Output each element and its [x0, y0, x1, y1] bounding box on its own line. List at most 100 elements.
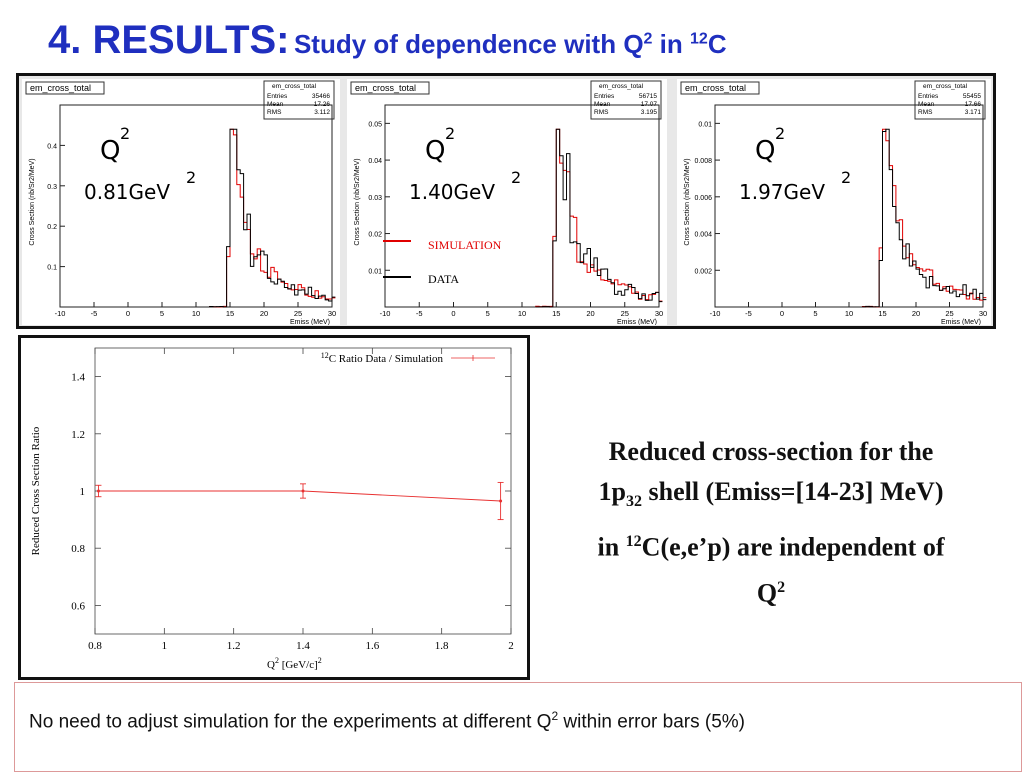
x-axis-label: Emiss (MeV): [617, 319, 657, 325]
simulation-legend-line: [383, 240, 411, 242]
conclusion-line-1: Reduced cross-section for the: [536, 432, 1006, 472]
y-tick-label: 0.01: [698, 121, 712, 128]
x-tick-label: 15: [552, 309, 560, 318]
x-tick-label: -5: [416, 309, 423, 318]
simulation-histogram: [536, 129, 663, 307]
histogram-panel-1: em_cross_total em_cross_total Entries 35466…: [22, 79, 340, 325]
title-sub: Study of dependence with Q2 in 12C: [294, 29, 727, 59]
q2-value-sup: 2: [186, 168, 196, 187]
histogram-plot-2: em_cross_total em_cross_total Entries 56715…: [347, 79, 667, 325]
ratio-chart: 0.8 1 1.2 1.4 1.6 1.8 2 0.6 0.8 1 1.2 1.4 Q2 [GeV/c]…: [21, 338, 527, 677]
x-tick-label: 20: [586, 309, 594, 318]
conclusion-line-3-sup: 12: [626, 533, 642, 550]
y-tick-label: 0.004: [694, 232, 712, 239]
x-tick-label: 25: [945, 309, 953, 318]
title-sub-sup2: 12: [690, 30, 708, 47]
conclusion-line-2: 1p32 shell (Emiss=[14-23] MeV): [536, 472, 1006, 522]
y-tick-label: 0.2: [47, 224, 57, 231]
data-legend-line: [383, 276, 411, 278]
stats-title: em_cross_total: [923, 83, 968, 90]
conclusion-line-3b: C(e,e’p) are independent of: [642, 533, 945, 562]
x-tick-label: -10: [55, 309, 66, 318]
y-tick-label: 0.04: [368, 158, 382, 165]
y-tick-label: 1: [80, 486, 86, 498]
q2-value: 1.40GeV: [409, 180, 495, 204]
x-tick-label: 25: [621, 309, 629, 318]
x-tick-label: 0.8: [88, 640, 102, 652]
conclusion-line-2a: 1p: [599, 477, 626, 506]
histogram-plot-3: em_cross_total em_cross_total Entries 55455…: [677, 79, 991, 325]
data-histogram: [862, 129, 986, 307]
stats-value: 3.112: [314, 109, 330, 116]
stats-key: RMS: [267, 109, 282, 116]
title-sub-end: C: [708, 29, 727, 59]
note-text-a: No need to adjust simulation for the exp…: [29, 711, 551, 732]
histogram-panel-2: em_cross_total em_cross_total Entries 56715…: [347, 79, 667, 325]
x-tick-label: 5: [813, 309, 817, 318]
conclusion-line-4a: Q: [757, 579, 777, 608]
x-axis-label: Emiss (MeV): [290, 319, 330, 325]
hist-tab-label: em_cross_total: [30, 83, 91, 93]
y-tick-label: 0.3: [47, 184, 57, 191]
x-tick-label: 25: [294, 309, 302, 318]
stats-value: 35466: [312, 93, 330, 100]
stats-key: RMS: [918, 109, 933, 116]
q2-value: 1.97GeV: [739, 180, 825, 204]
histogram-panel-3: em_cross_total em_cross_total Entries 55455…: [677, 79, 991, 325]
y-tick-label: 0.02: [368, 232, 382, 239]
q2-symbol-sup: 2: [120, 124, 130, 143]
stats-value: 3.195: [641, 109, 658, 116]
x-tick-label: 1.6: [365, 640, 379, 652]
histogram-plot-1: em_cross_total em_cross_total Entries 35466…: [22, 79, 340, 325]
ratio-point: [302, 490, 305, 493]
ratio-point: [97, 490, 100, 493]
y-tick-label: 0.008: [694, 158, 712, 165]
conclusion-line-3: in 12C(e,e’p) are independent of: [536, 522, 1006, 568]
x-tick-label: 30: [328, 309, 336, 318]
x-tick-label: 0: [451, 309, 455, 318]
ratio-series-line: [98, 491, 500, 501]
title-main: 4. RESULTS:: [48, 18, 290, 62]
x-tick-label: 20: [912, 309, 920, 318]
y-axis-label: Reduced Cross Section Ratio: [30, 426, 42, 555]
q2-value-sup: 2: [511, 168, 521, 187]
y-axis-label: Cross Section (nb/Sr2/MeV): [354, 158, 361, 245]
simulation-histogram: [210, 129, 336, 307]
title-sub-mid: in: [652, 29, 690, 59]
stats-key: Entries: [594, 93, 615, 100]
x-tick-label: 5: [486, 309, 490, 318]
x-tick-label: 5: [160, 309, 164, 318]
stats-key: RMS: [594, 109, 609, 116]
x-tick-label: 20: [260, 309, 268, 318]
stats-title: em_cross_total: [599, 83, 644, 90]
y-tick-label: 1.4: [71, 372, 85, 384]
conclusion-line-2b: shell (Emiss=[14-23] MeV): [642, 477, 944, 506]
title-sub-text: Study of dependence with Q: [294, 29, 644, 59]
x-tick-label: -5: [745, 309, 752, 318]
q2-symbol: Q: [100, 136, 120, 166]
y-tick-label: 0.002: [694, 268, 712, 275]
y-tick-label: 0.6: [71, 600, 85, 612]
data-histogram: [210, 129, 336, 307]
y-tick-label: 1.2: [71, 429, 85, 441]
x-tick-label: 0: [126, 309, 130, 318]
x-tick-label: 30: [979, 309, 987, 318]
x-tick-label: 15: [226, 309, 234, 318]
stats-value: 56715: [639, 93, 657, 100]
slide-title: 4. RESULTS: Study of dependence with Q2 …: [48, 18, 727, 63]
conclusion-line-3a: in: [597, 533, 625, 562]
x-tick-label: 15: [878, 309, 886, 318]
x-tick-label: 10: [192, 309, 200, 318]
x-tick-label: -5: [91, 309, 98, 318]
hist-tab-label: em_cross_total: [685, 83, 746, 93]
data-histogram: [536, 129, 663, 307]
note-box: No need to adjust simulation for the exp…: [14, 682, 1022, 772]
y-tick-label: 0.01: [368, 268, 382, 275]
y-axis-label: Cross Section (nb/Sr2/MeV): [29, 158, 36, 245]
x-tick-label: -10: [710, 309, 721, 318]
stats-value: 55455: [963, 93, 981, 100]
x-tick-label: 1: [162, 640, 168, 652]
ratio-chart-frame: 0.8 1 1.2 1.4 1.6 1.8 2 0.6 0.8 1 1.2 1.4 Q2 [GeV/c]…: [18, 335, 530, 680]
q2-symbol-sup: 2: [775, 124, 785, 143]
stats-value: 3.171: [965, 109, 982, 116]
